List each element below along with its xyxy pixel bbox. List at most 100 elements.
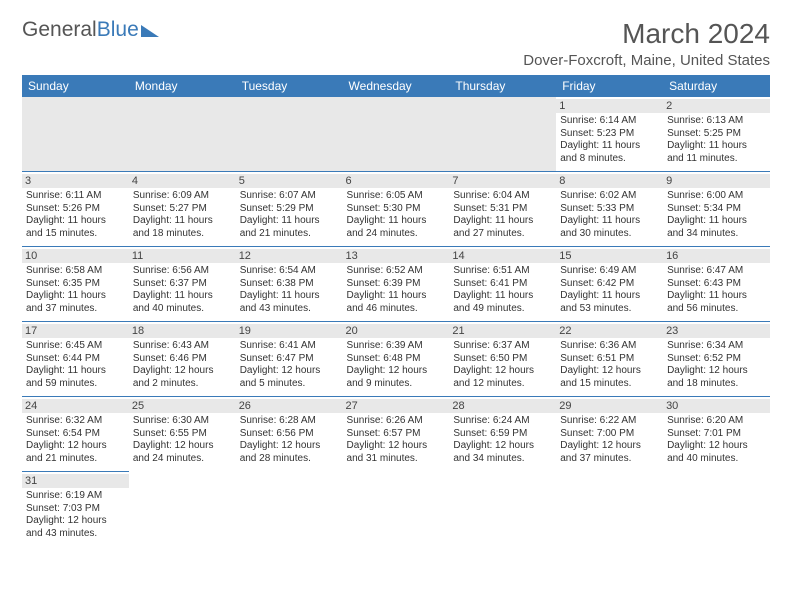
calendar-cell: 29Sunrise: 6:22 AMSunset: 7:00 PMDayligh… xyxy=(556,397,663,472)
calendar-body: 0xxxx0xxxx0xxxx0xxxx0xxxx1Sunrise: 6:14 … xyxy=(22,97,770,546)
sunrise-text: Sunrise: 6:43 AM xyxy=(133,340,232,353)
day-info: Sunrise: 6:41 AMSunset: 6:47 PMDaylight:… xyxy=(240,340,339,390)
calendar-cell: 6 Sunrise: 6:05 AMSunset: 5:30 PMDaylight… xyxy=(343,172,450,247)
calendar-cell: 0xxxx xyxy=(449,97,556,172)
day-number: 16 xyxy=(663,249,770,263)
daylight-text: Daylight: 12 hours and 43 minutes. xyxy=(26,515,125,540)
daylight-text: Daylight: 11 hours and 11 minutes. xyxy=(667,140,766,165)
day-info: Sunrise: 6:05 AMSunset: 5:30 PMDaylight:… xyxy=(347,190,446,240)
day-number: 5 xyxy=(236,174,343,188)
calendar-cell: 22Sunrise: 6:36 AMSunset: 6:51 PMDayligh… xyxy=(556,322,663,397)
sunrise-text: Sunrise: 6:11 AM xyxy=(26,190,125,203)
day-number: 20 xyxy=(343,324,450,338)
day-number: 24 xyxy=(22,399,129,413)
day-number: 26 xyxy=(236,399,343,413)
sunset-text: Sunset: 5:34 PM xyxy=(667,203,766,216)
calendar-cell: 23Sunrise: 6:34 AMSunset: 6:52 PMDayligh… xyxy=(663,322,770,397)
calendar-cell: 8Sunrise: 6:02 AMSunset: 5:33 PMDaylight… xyxy=(556,172,663,247)
calendar-table: SundayMondayTuesdayWednesdayThursdayFrid… xyxy=(22,75,770,546)
calendar-cell: 4Sunrise: 6:09 AMSunset: 5:27 PMDaylight… xyxy=(129,172,236,247)
sunset-text: Sunset: 6:41 PM xyxy=(453,278,552,291)
calendar-cell: 0xxxx xyxy=(663,472,770,547)
day-number: 19 xyxy=(236,324,343,338)
sunset-text: Sunset: 6:46 PM xyxy=(133,353,232,366)
sunrise-text: Sunrise: 6:14 AM xyxy=(560,115,659,128)
day-number: 31 xyxy=(22,474,129,488)
calendar-cell: 20 Sunrise: 6:39 AMSunset: 6:48 PMDayligh… xyxy=(343,322,450,397)
calendar-week: 0xxxx0xxxx0xxxx0xxxx0xxxx1Sunrise: 6:14 … xyxy=(22,97,770,172)
sunrise-text: Sunrise: 6:19 AM xyxy=(26,490,125,503)
sunrise-text: Sunrise: 6:41 AM xyxy=(240,340,339,353)
day-number: 1 xyxy=(556,99,663,113)
daylight-text: Daylight: 11 hours and 37 minutes. xyxy=(26,290,125,315)
sunrise-text: Sunrise: 6:30 AM xyxy=(133,415,232,428)
day-info: Sunrise: 6:11 AMSunset: 5:26 PMDaylight:… xyxy=(26,190,125,240)
sunrise-text: Sunrise: 6:02 AM xyxy=(560,190,659,203)
calendar-week: 31 Sunrise: 6:19 AMSunset: 7:03 PMDayligh… xyxy=(22,472,770,547)
calendar-cell: 11 Sunrise: 6:56 AMSunset: 6:37 PMDayligh… xyxy=(129,247,236,322)
calendar-cell: 7Sunrise: 6:04 AMSunset: 5:31 PMDaylight… xyxy=(449,172,556,247)
calendar-week: 24 Sunrise: 6:32 AMSunset: 6:54 PMDayligh… xyxy=(22,397,770,472)
sunset-text: Sunset: 6:48 PM xyxy=(347,353,446,366)
day-number: 21 xyxy=(449,324,556,338)
sunset-text: Sunset: 6:47 PM xyxy=(240,353,339,366)
daylight-text: Daylight: 12 hours and 37 minutes. xyxy=(560,440,659,465)
day-number: 14 xyxy=(449,249,556,263)
day-info: Sunrise: 6:47 AMSunset: 6:43 PMDaylight:… xyxy=(667,265,766,315)
daylight-text: Daylight: 11 hours and 30 minutes. xyxy=(560,215,659,240)
day-info: Sunrise: 6:19 AMSunset: 7:03 PMDaylight:… xyxy=(26,490,125,540)
day-info: Sunrise: 6:32 AMSunset: 6:54 PMDaylight:… xyxy=(26,415,125,465)
day-info: Sunrise: 6:39 AMSunset: 6:48 PMDaylight:… xyxy=(347,340,446,390)
day-number: 3 xyxy=(22,174,129,188)
calendar-cell: 14Sunrise: 6:51 AMSunset: 6:41 PMDayligh… xyxy=(449,247,556,322)
brand-part1: General xyxy=(22,18,97,41)
day-number: 18 xyxy=(129,324,236,338)
calendar-cell: 1 Sunrise: 6:14 AMSunset: 5:23 PMDaylight… xyxy=(556,97,663,172)
calendar-cell: 0xxxx xyxy=(343,97,450,172)
brand-part2: Blue xyxy=(97,18,139,41)
day-info: Sunrise: 6:00 AMSunset: 5:34 PMDaylight:… xyxy=(667,190,766,240)
sunset-text: Sunset: 6:35 PM xyxy=(26,278,125,291)
sunset-text: Sunset: 6:50 PM xyxy=(453,353,552,366)
calendar-header-row: SundayMondayTuesdayWednesdayThursdayFrid… xyxy=(22,75,770,97)
daylight-text: Daylight: 11 hours and 8 minutes. xyxy=(560,140,659,165)
day-info: Sunrise: 6:45 AMSunset: 6:44 PMDaylight:… xyxy=(26,340,125,390)
sunrise-text: Sunrise: 6:09 AM xyxy=(133,190,232,203)
day-number: 6 xyxy=(343,174,450,188)
day-info: Sunrise: 6:37 AMSunset: 6:50 PMDaylight:… xyxy=(453,340,552,390)
day-info: Sunrise: 6:13 AMSunset: 5:25 PMDaylight:… xyxy=(667,115,766,165)
sunrise-text: Sunrise: 6:56 AM xyxy=(133,265,232,278)
brand-text: GeneralBlue xyxy=(22,18,139,42)
day-number: 15 xyxy=(556,249,663,263)
sunrise-text: Sunrise: 6:05 AM xyxy=(347,190,446,203)
sunrise-text: Sunrise: 6:37 AM xyxy=(453,340,552,353)
day-number: 30 xyxy=(663,399,770,413)
calendar-cell: 0xxxx xyxy=(343,472,450,547)
calendar-cell: 27Sunrise: 6:26 AMSunset: 6:57 PMDayligh… xyxy=(343,397,450,472)
day-number: 23 xyxy=(663,324,770,338)
daylight-text: Daylight: 11 hours and 56 minutes. xyxy=(667,290,766,315)
calendar-week: 17Sunrise: 6:45 AMSunset: 6:44 PMDayligh… xyxy=(22,322,770,397)
day-info: Sunrise: 6:07 AMSunset: 5:29 PMDaylight:… xyxy=(240,190,339,240)
day-info: Sunrise: 6:43 AMSunset: 6:46 PMDaylight:… xyxy=(133,340,232,390)
calendar-cell: 2Sunrise: 6:13 AMSunset: 5:25 PMDaylight… xyxy=(663,97,770,172)
day-info: Sunrise: 6:56 AMSunset: 6:37 PMDaylight:… xyxy=(133,265,232,315)
sunrise-text: Sunrise: 6:39 AM xyxy=(347,340,446,353)
calendar-cell: 0xxxx xyxy=(236,97,343,172)
sunrise-text: Sunrise: 6:47 AM xyxy=(667,265,766,278)
daylight-text: Daylight: 12 hours and 9 minutes. xyxy=(347,365,446,390)
day-info: Sunrise: 6:20 AMSunset: 7:01 PMDaylight:… xyxy=(667,415,766,465)
day-number: 11 xyxy=(129,249,236,263)
daylight-text: Daylight: 12 hours and 15 minutes. xyxy=(560,365,659,390)
sunset-text: Sunset: 5:23 PM xyxy=(560,128,659,141)
calendar-week: 3 Sunrise: 6:11 AMSunset: 5:26 PMDaylight… xyxy=(22,172,770,247)
title-block: March 2024 Dover-Foxcroft, Maine, United… xyxy=(523,18,770,69)
day-number: 27 xyxy=(343,399,450,413)
day-info: Sunrise: 6:22 AMSunset: 7:00 PMDaylight:… xyxy=(560,415,659,465)
sunset-text: Sunset: 6:37 PM xyxy=(133,278,232,291)
sunset-text: Sunset: 6:59 PM xyxy=(453,428,552,441)
sunrise-text: Sunrise: 6:34 AM xyxy=(667,340,766,353)
calendar-cell: 28Sunrise: 6:24 AMSunset: 6:59 PMDayligh… xyxy=(449,397,556,472)
day-number: 4 xyxy=(129,174,236,188)
daylight-text: Daylight: 11 hours and 40 minutes. xyxy=(133,290,232,315)
